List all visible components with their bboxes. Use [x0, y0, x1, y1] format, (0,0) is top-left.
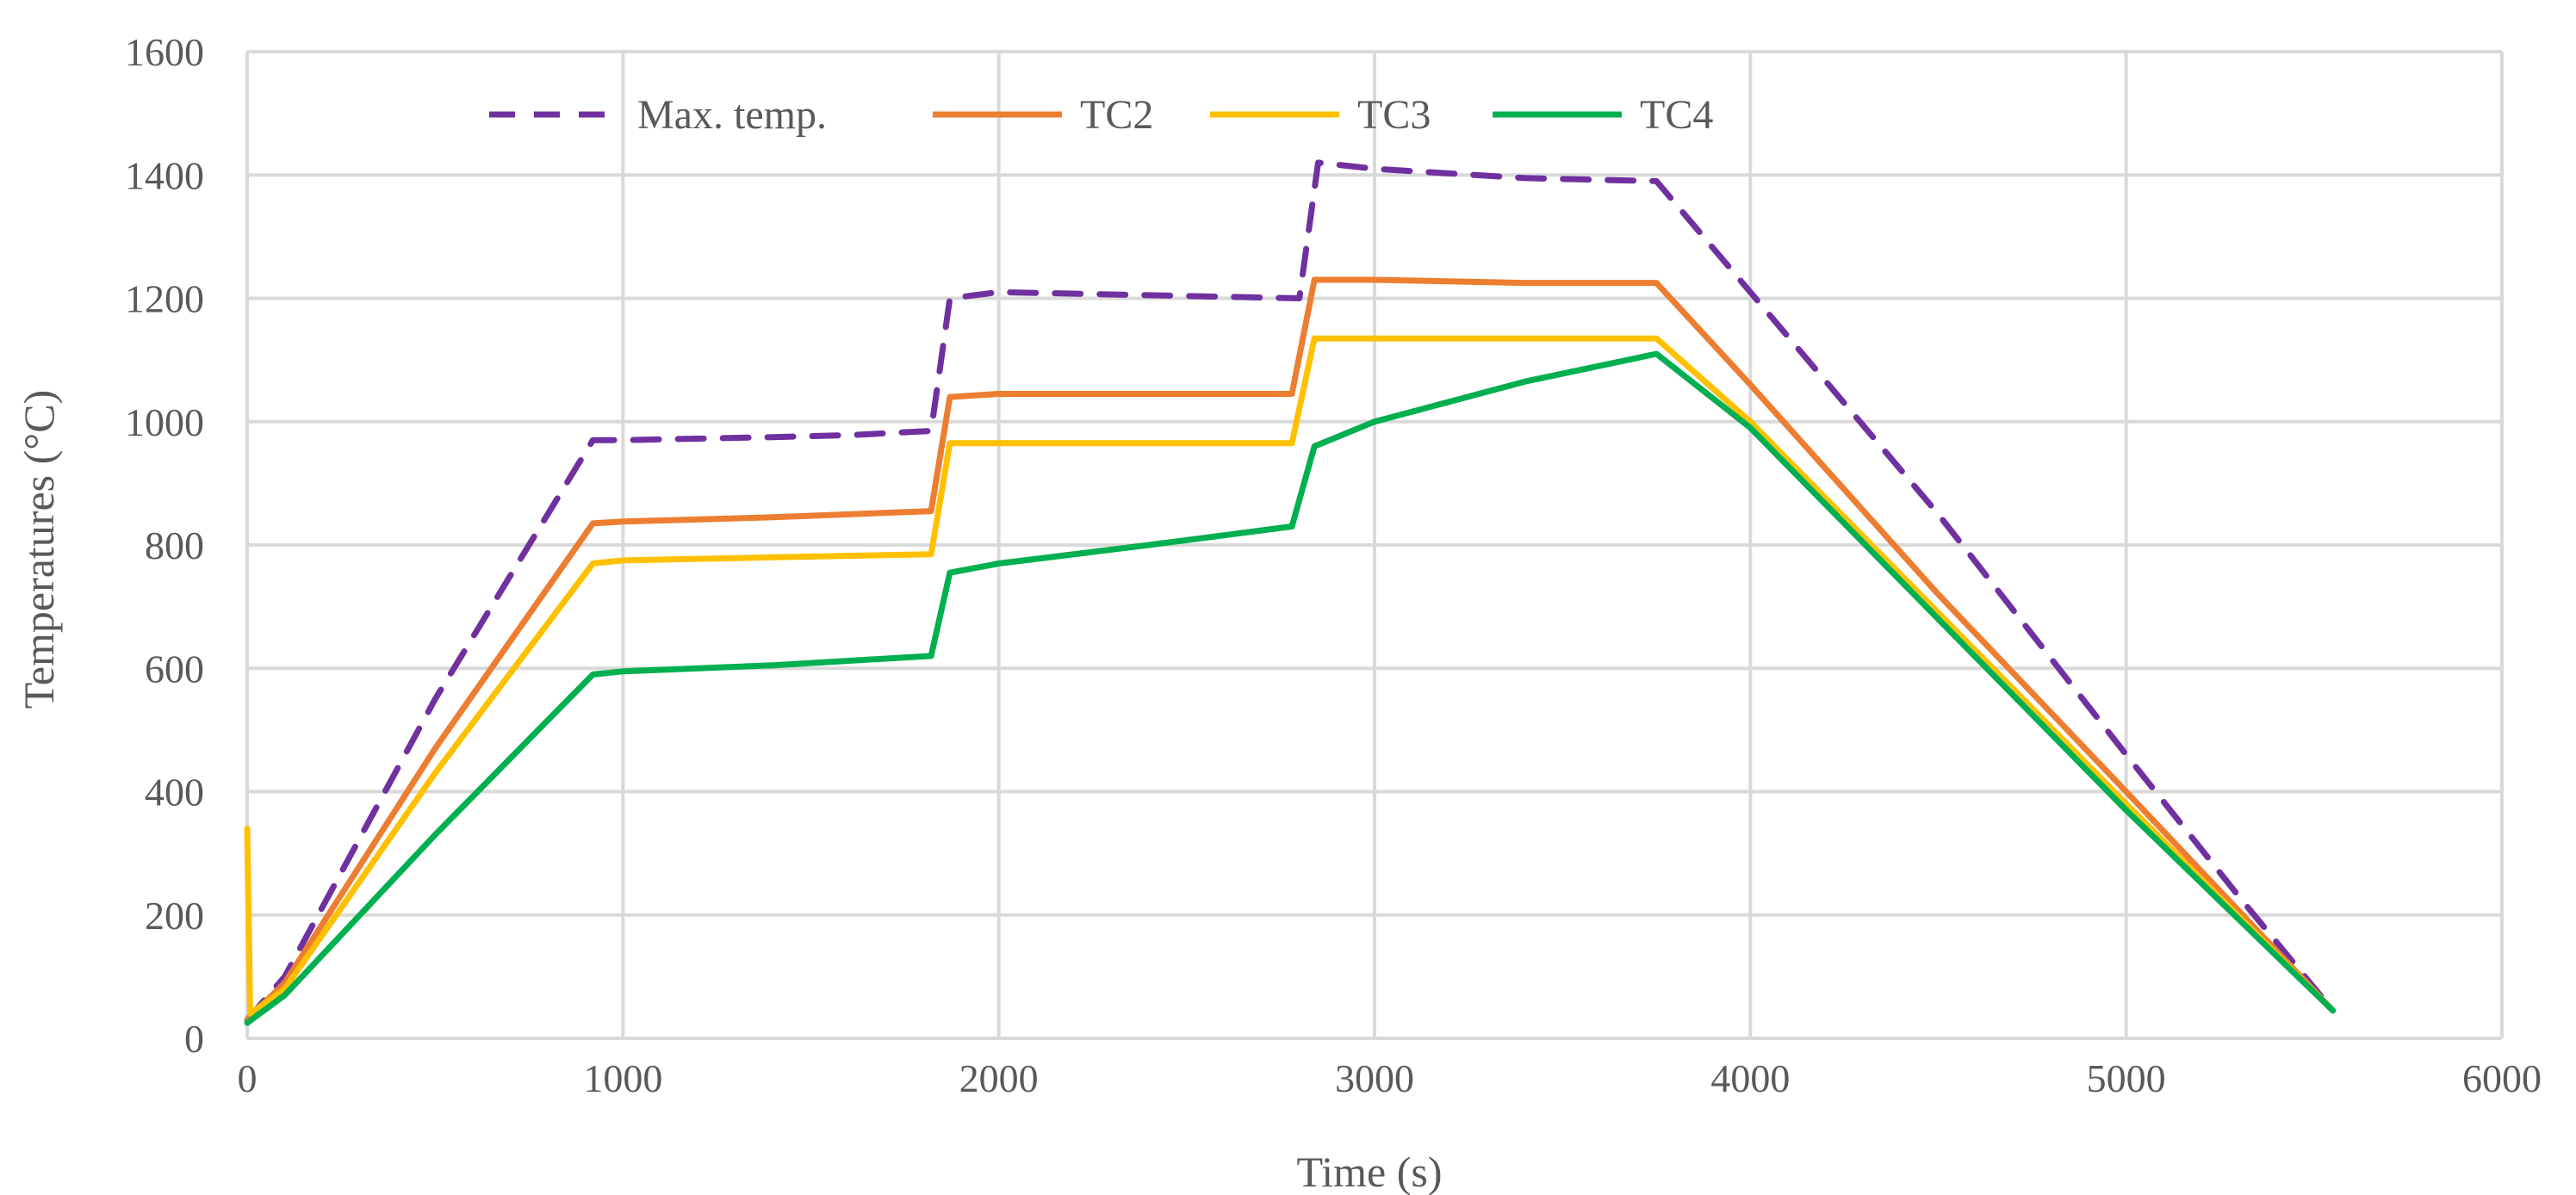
gridlines — [245, 50, 2504, 1040]
y-tick-label: 0 — [184, 1017, 204, 1061]
legend: Max. temp. TC2 TC3 TC4 — [489, 92, 1713, 138]
x-tick-label: 3000 — [1335, 1056, 1414, 1100]
legend-label: TC2 — [1080, 92, 1153, 138]
y-axis-title: Temperatures (°C) — [15, 390, 63, 709]
series-lines — [244, 159, 2337, 1026]
y-tick-label: 400 — [145, 771, 204, 814]
series-line-tc3 — [244, 335, 2337, 1017]
y-tick-label: 1400 — [125, 153, 204, 197]
y-tick-label: 800 — [145, 523, 204, 567]
y-tick-labels: 0 200 400 600 800 1000 1200 1400 1600 — [125, 30, 204, 1061]
series-line-tc2 — [244, 276, 2337, 1023]
legend-label: TC4 — [1640, 92, 1713, 138]
y-tick-label: 200 — [145, 894, 204, 938]
x-tick-label: 6000 — [2462, 1056, 2542, 1100]
x-tick-label: 0 — [238, 1056, 258, 1100]
x-tick-label: 5000 — [2087, 1056, 2166, 1100]
y-tick-label: 1000 — [125, 400, 204, 444]
x-tick-labels: 0 1000 2000 3000 4000 5000 6000 — [238, 1056, 2542, 1100]
legend-label: TC3 — [1357, 92, 1431, 138]
y-tick-label: 1600 — [125, 30, 204, 74]
series-line-tc4 — [244, 350, 2337, 1026]
legend-label: Max. temp. — [637, 92, 827, 138]
x-tick-label: 1000 — [583, 1056, 662, 1100]
y-tick-label: 1200 — [125, 277, 204, 321]
x-tick-label: 2000 — [959, 1056, 1039, 1100]
series-line-max-temp — [244, 159, 2337, 1023]
y-tick-label: 600 — [145, 647, 204, 690]
x-axis-title: Time (s) — [1296, 1148, 1442, 1195]
x-tick-label: 4000 — [1710, 1056, 1790, 1100]
